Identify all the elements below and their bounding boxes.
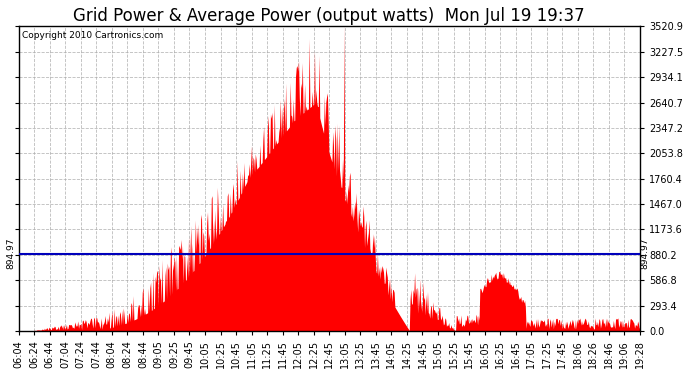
Text: 894.97: 894.97 (640, 238, 649, 269)
Text: Copyright 2010 Cartronics.com: Copyright 2010 Cartronics.com (21, 31, 163, 40)
Title: Grid Power & Average Power (output watts)  Mon Jul 19 19:37: Grid Power & Average Power (output watts… (73, 7, 585, 25)
Text: 894.97: 894.97 (6, 238, 15, 269)
